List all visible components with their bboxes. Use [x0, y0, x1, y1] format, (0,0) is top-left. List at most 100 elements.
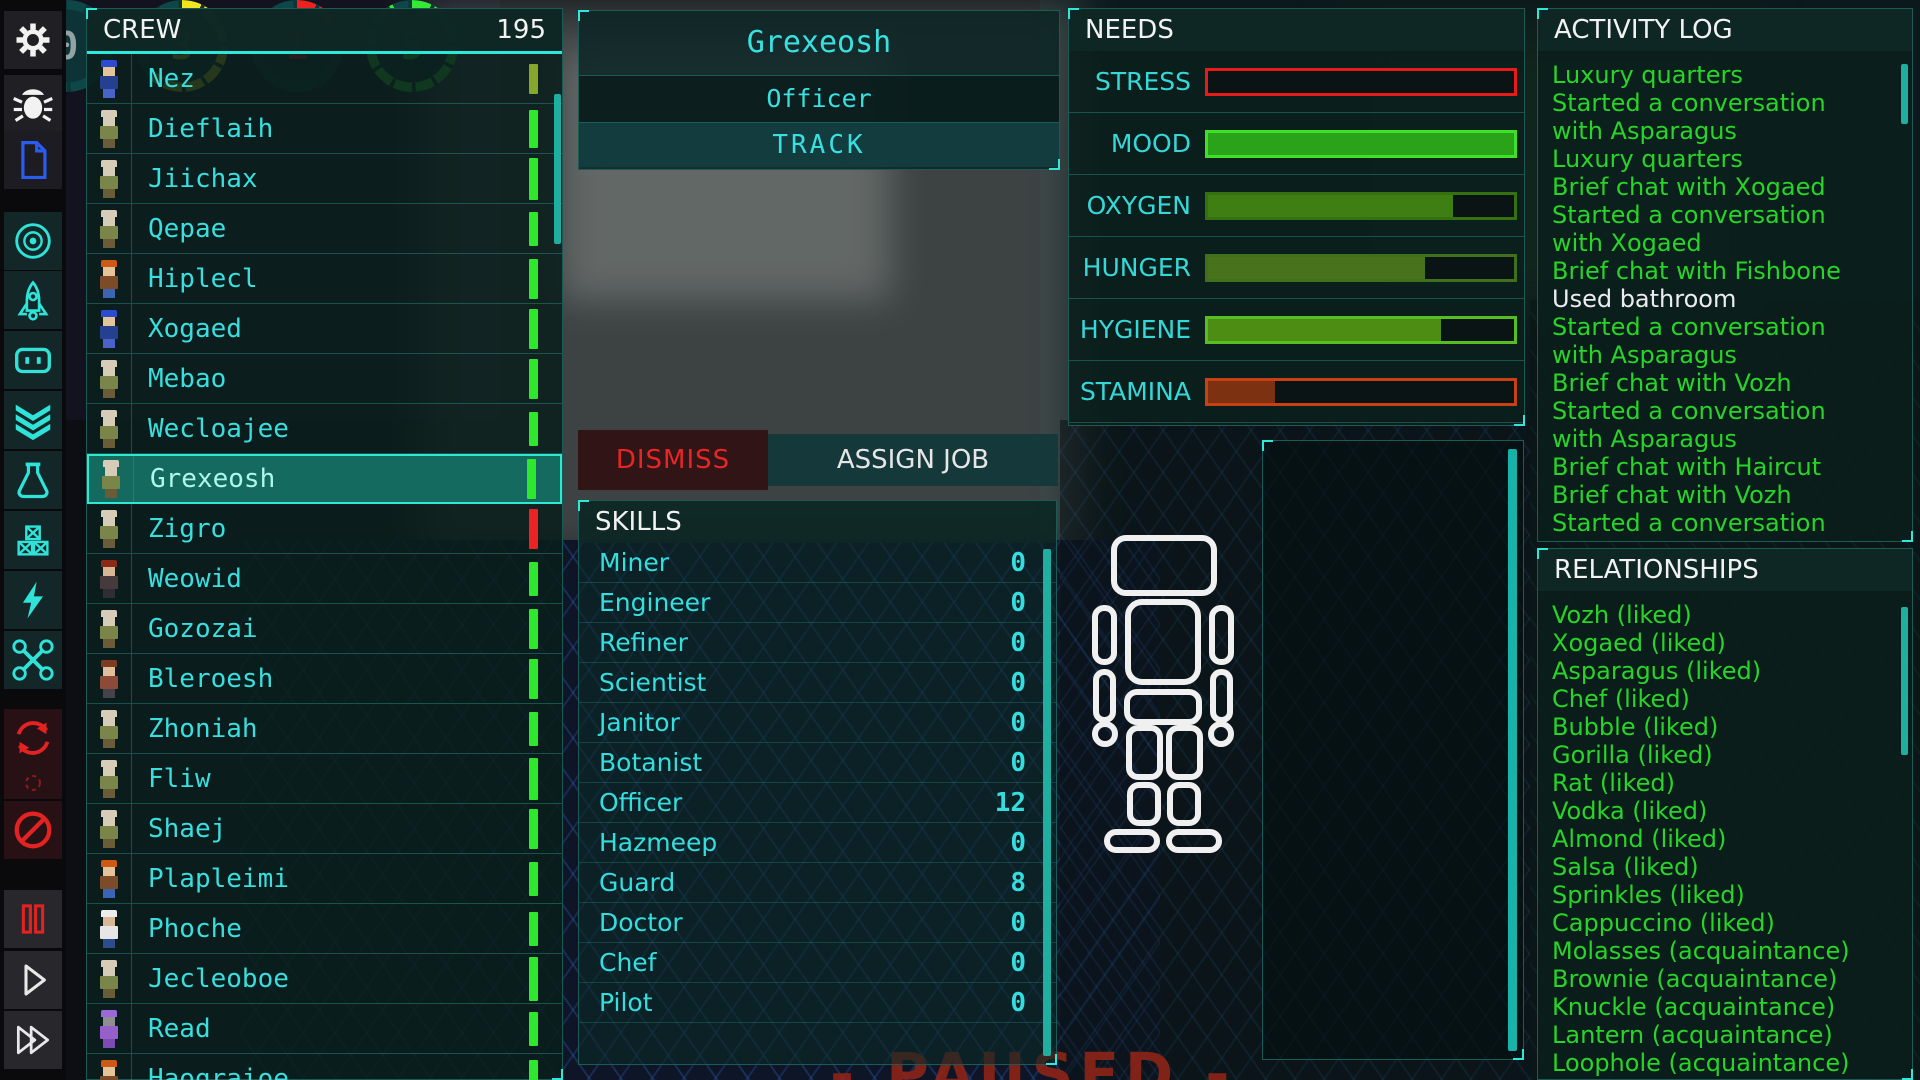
pause-icon[interactable]	[4, 890, 62, 948]
crew-list-item[interactable]: Grexeosh	[87, 454, 562, 504]
crew-health-bar	[529, 358, 538, 399]
rocket-icon[interactable]	[4, 271, 62, 329]
body-right-upper-leg[interactable]	[1166, 725, 1203, 780]
body-pelvis[interactable]	[1124, 689, 1202, 725]
crew-list-item[interactable]: Xogaed	[87, 304, 562, 354]
body-torso[interactable]	[1125, 599, 1201, 685]
avatar-head	[103, 766, 115, 776]
skill-value: 12	[994, 787, 1026, 818]
crew-avatar-cell	[87, 1004, 132, 1053]
skills-scrollbar[interactable]	[1043, 549, 1051, 1056]
document-icon[interactable]	[4, 131, 62, 189]
orbit-icon[interactable]	[4, 212, 62, 270]
flask-icon[interactable]	[4, 451, 62, 509]
crew-scrollbar[interactable]	[554, 94, 561, 244]
body-left-upper-arm[interactable]	[1092, 605, 1117, 665]
avatar-legs	[103, 388, 115, 398]
need-row: STRESS	[1069, 51, 1524, 113]
avatar-legs	[103, 238, 115, 248]
robot-face-icon[interactable]	[4, 331, 62, 389]
body-detail-scrollbar[interactable]	[1508, 449, 1517, 1051]
body-left-foot[interactable]	[1104, 829, 1160, 853]
crew-list-item[interactable]: Jecleoboe	[87, 954, 562, 1004]
cargo-crates-icon[interactable]	[4, 511, 62, 569]
body-left-hand[interactable]	[1092, 721, 1118, 747]
activity-log-entry: Used bathroom	[1552, 285, 1737, 313]
settings-gear-icon[interactable]	[4, 11, 62, 69]
crew-list-item[interactable]: Read	[87, 1004, 562, 1054]
crew-list-item[interactable]: Hiplecl	[87, 254, 562, 304]
crew-list-item[interactable]: Bleroesh	[87, 654, 562, 704]
activity-scrollbar[interactable]	[1901, 64, 1908, 124]
crew-list-item[interactable]: Fliw	[87, 754, 562, 804]
play-icon[interactable]	[4, 951, 62, 1009]
crew-list-item[interactable]: Dieflaih	[87, 104, 562, 154]
skill-label: Miner	[599, 548, 670, 577]
body-right-lower-leg[interactable]	[1167, 782, 1201, 826]
power-bolt-icon[interactable]	[4, 571, 62, 629]
body-right-hand[interactable]	[1208, 721, 1234, 747]
need-label: STAMINA	[1079, 377, 1191, 406]
crew-list-item[interactable]: Shaej	[87, 804, 562, 854]
crew-list-item[interactable]: Jiichax	[87, 154, 562, 204]
body-left-lower-leg[interactable]	[1127, 782, 1161, 826]
crew-list-item[interactable]: Mebao	[87, 354, 562, 404]
relationship-entry: Rat (liked)	[1552, 769, 1675, 797]
need-bar	[1205, 377, 1517, 406]
activity-log-entry: Started a conversation with Asparagus	[1552, 313, 1826, 369]
crew-health-bar	[529, 608, 538, 649]
relationships-scrollbar[interactable]	[1901, 607, 1908, 755]
avatar-hat	[101, 909, 117, 917]
crew-member-name: Mebao	[148, 363, 227, 394]
rank-chevrons-icon[interactable]	[4, 391, 62, 449]
avatar-body	[100, 325, 118, 339]
crew-list-item[interactable]: Wecloajee	[87, 404, 562, 454]
crew-health-bar	[529, 911, 538, 946]
body-left-lower-arm[interactable]	[1093, 669, 1116, 723]
crew-avatar	[98, 259, 120, 298]
skill-label: Guard	[599, 868, 676, 897]
activity-log-entry: Luxury quarters	[1552, 145, 1743, 173]
body-head[interactable]	[1111, 535, 1217, 596]
body-right-lower-arm[interactable]	[1210, 669, 1233, 723]
relationship-entry: Bubble (liked)	[1552, 713, 1719, 741]
skill-label: Refiner	[599, 628, 688, 657]
restrict-icon[interactable]	[4, 801, 62, 859]
crew-list-item[interactable]: Nez	[87, 54, 562, 104]
need-label: HUNGER	[1082, 253, 1191, 282]
crew-list-item[interactable]: Gozozai	[87, 604, 562, 654]
crew-avatar-cell	[87, 704, 132, 753]
crew-list-item[interactable]: Zigro	[87, 504, 562, 554]
avatar-head	[103, 966, 115, 976]
crew-member-name: Shaej	[148, 813, 227, 844]
need-bar	[1205, 315, 1517, 344]
skill-label: Officer	[599, 788, 683, 817]
crew-list-item[interactable]: Qepae	[87, 204, 562, 254]
crew-list-item[interactable]: Plapleimi	[87, 854, 562, 904]
dismiss-button[interactable]: DISMISS	[578, 430, 768, 490]
need-bar-fill	[1208, 256, 1426, 279]
fast-forward-icon[interactable]	[4, 1011, 62, 1069]
crew-list-item[interactable]: Phoche	[87, 904, 562, 954]
track-button[interactable]: TRACK	[579, 122, 1059, 167]
assign-job-button[interactable]: ASSIGN JOB	[768, 434, 1058, 486]
crew-avatar	[98, 959, 120, 998]
body-left-upper-leg[interactable]	[1126, 725, 1163, 780]
skill-row: Pilot 0	[579, 983, 1056, 1023]
wrenches-icon[interactable]	[4, 631, 62, 689]
avatar-hat	[101, 609, 117, 617]
mini-status-icon[interactable]	[4, 767, 62, 799]
crew-list-item[interactable]: Zhoniah	[87, 704, 562, 754]
cycle-refresh-icon[interactable]	[4, 709, 62, 767]
crew-list-item[interactable]: Haograioe	[87, 1054, 562, 1080]
body-right-upper-arm[interactable]	[1209, 605, 1234, 665]
bug-icon[interactable]	[4, 75, 62, 133]
crew-list-item[interactable]: Weowid	[87, 554, 562, 604]
crew-health-bar	[529, 211, 538, 246]
need-bar-fill	[1208, 380, 1276, 403]
body-right-foot[interactable]	[1166, 829, 1222, 853]
avatar-body	[100, 625, 118, 639]
crew-health-bar	[527, 459, 536, 499]
avatar-head	[105, 467, 117, 476]
avatar-legs	[103, 838, 115, 848]
